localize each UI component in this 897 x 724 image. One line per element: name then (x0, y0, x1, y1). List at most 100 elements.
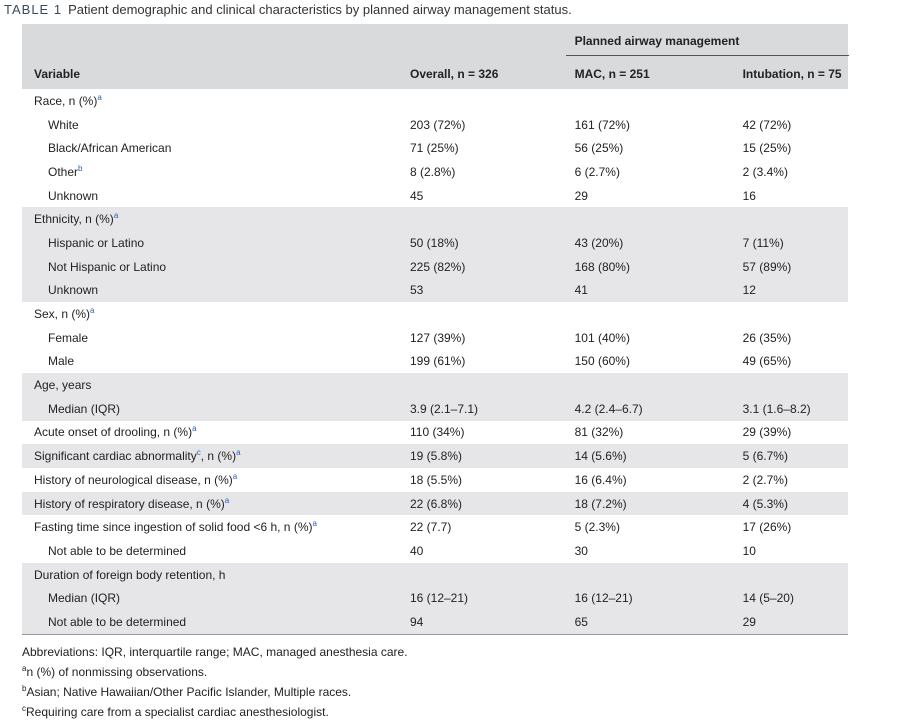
table-row: Unknown 53 41 12 (22, 278, 848, 303)
cell-mac: 18 (7.2%) (574, 491, 743, 516)
table-row: Not able to be determined 94 65 29 (22, 610, 848, 635)
table-row: Female 127 (39%) 101 (40%) 26 (35%) (22, 326, 848, 350)
row-label: History of neurological disease, n (%) (34, 472, 233, 487)
row-label: History of respiratory disease, n (%) (34, 496, 225, 511)
footnote-mark: b (22, 684, 27, 693)
table-row: Male 199 (61%) 150 (60%) 49 (65%) (22, 350, 848, 374)
cell-mac: 81 (32%) (574, 425, 624, 440)
footnote-marker: a (113, 211, 119, 221)
cell-mac: 65 (574, 610, 743, 635)
header-group-label: Planned airway management (574, 34, 740, 48)
table-row: History of neurological disease, n (%)a … (22, 468, 848, 492)
row-label: Not Hispanic or Latino (22, 254, 410, 279)
cell-overall: 127 (39%) (409, 330, 466, 345)
cell-mac: 4.2 (2.4–6.7) (574, 396, 743, 421)
cell-overall: 225 (82%) (409, 254, 575, 279)
row-label: Other (48, 164, 79, 179)
footnote-marker: c (196, 448, 201, 458)
cell-mac: 56 (25%) (574, 141, 624, 156)
table-caption-label: TABLE 1 (4, 2, 63, 17)
table-row: Race, n (%)a (22, 89, 848, 113)
header-variable: Variable (34, 66, 81, 81)
cell-mac: 168 (80%) (574, 254, 743, 279)
table-caption-text: Patient demographic and clinical charact… (68, 2, 572, 17)
cell-overall: 53 (409, 278, 575, 303)
footnote-marker: a (90, 306, 95, 316)
row-label: Duration of foreign body retention, h (22, 562, 410, 587)
table-row: Otherb 8 (2.8%) 6 (2.7%) 2 (3.4%) (22, 160, 848, 184)
footnote-marker: a (312, 519, 317, 529)
cell-overall: 8 (2.8%) (409, 164, 456, 179)
demographics-table: Planned airway management Variable Overa… (22, 24, 848, 635)
cell-intubation: 17 (26%) (742, 520, 792, 535)
cell-intubation: 29 (39%) (742, 425, 792, 440)
cell-overall: 50 (18%) (409, 231, 575, 255)
row-label: Female (48, 330, 89, 345)
table-row: Ethnicity, n (%)a (22, 207, 848, 232)
table-row: White 203 (72%) 161 (72%) 42 (72%) (22, 113, 848, 137)
cell-overall: 203 (72%) (409, 117, 466, 132)
table-row: Fasting time since ingestion of solid fo… (22, 515, 848, 539)
footnote-abbreviations: Abbreviations: IQR, interquartile range;… (22, 645, 408, 659)
cell-mac: 14 (5.6%) (574, 444, 743, 468)
row-label: Not able to be determined (22, 610, 410, 635)
table-row: Median (IQR) 3.9 (2.1–7.1) 4.2 (2.4–6.7)… (22, 396, 848, 421)
cell-overall: 199 (61%) (409, 354, 466, 369)
cell-mac: 41 (574, 278, 743, 303)
cell-intubation: 15 (25%) (742, 141, 792, 156)
header-group-row: Planned airway management (22, 24, 848, 58)
table-row: Hispanic or Latino 50 (18%) 43 (20%) 7 (… (22, 231, 848, 255)
cell-intubation: 2 (2.7%) (742, 472, 788, 487)
table-row: Significant cardiac abnormalityc, n (%)a… (22, 444, 848, 468)
footnote-marker: a (236, 448, 241, 458)
header-row: Variable Overall, n = 326 MAC, n = 251 I… (22, 58, 848, 89)
footnote-text: n (%) of nonmissing observations. (26, 665, 208, 679)
cell-intubation: 26 (35%) (742, 330, 792, 345)
row-label: Hispanic or Latino (22, 231, 410, 255)
footnote-marker: a (232, 471, 238, 481)
cell-overall: 94 (409, 610, 575, 635)
footnote-marker: b (78, 163, 83, 173)
header-group-rule (566, 55, 849, 56)
cell-intubation: 12 (742, 278, 848, 303)
cell-overall: 19 (5.8%) (409, 444, 575, 468)
cell-mac: 150 (60%) (574, 354, 630, 369)
cell-intubation: 4 (5.3%) (742, 491, 848, 516)
table-caption: TABLE 1 Patient demographic and clinical … (4, 2, 572, 17)
row-label: Ethnicity, n (%) (34, 212, 114, 227)
cell-intubation: 10 (742, 543, 756, 558)
row-label: Sex, n (%) (34, 307, 91, 322)
header-intubation: Intubation, n = 75 (742, 66, 842, 81)
header-overall: Overall, n = 326 (409, 66, 499, 81)
cell-mac: 29 (574, 188, 588, 203)
footnote-c: cRequiring care from a specialist cardia… (22, 702, 408, 722)
cell-intubation: 3.1 (1.6–8.2) (742, 396, 848, 421)
footnote-a: an (%) of nonmissing observations. (22, 662, 408, 682)
cell-overall: 40 (409, 543, 424, 558)
cell-intubation: 49 (65%) (742, 354, 792, 369)
footnote-marker: a (97, 92, 102, 102)
cell-mac: 30 (574, 543, 588, 558)
cell-intubation: 42 (72%) (742, 117, 792, 132)
cell-intubation: 14 (5–20) (742, 586, 848, 611)
footnote-text: Asian; Native Hawaiian/Other Pacific Isl… (26, 685, 352, 699)
cell-mac: 6 (2.7%) (574, 164, 620, 179)
table-row: Not Hispanic or Latino 225 (82%) 168 (80… (22, 254, 848, 279)
cell-intubation: 2 (3.4%) (742, 164, 788, 179)
cell-overall: 3.9 (2.1–7.1) (409, 396, 575, 421)
row-label-suffix: , n (%) (200, 449, 237, 464)
row-label: Unknown (48, 188, 99, 203)
cell-overall: 18 (5.5%) (409, 472, 463, 487)
row-label: White (48, 117, 79, 132)
cell-mac: 5 (2.3%) (574, 520, 620, 535)
cell-overall: 22 (7.7) (409, 520, 452, 535)
table-row: Unknown 45 29 16 (22, 184, 848, 208)
row-label: Fasting time since ingestion of solid fo… (34, 520, 313, 535)
cell-intubation: 7 (11%) (742, 231, 848, 255)
cell-intubation: 57 (89%) (742, 254, 848, 279)
table-row: Age, years (22, 373, 848, 397)
cell-overall: 45 (409, 188, 424, 203)
table-row: Acute onset of drooling, n (%)a 110 (34%… (22, 421, 848, 445)
cell-mac: 16 (6.4%) (574, 472, 627, 487)
cell-mac: 161 (72%) (574, 117, 630, 132)
